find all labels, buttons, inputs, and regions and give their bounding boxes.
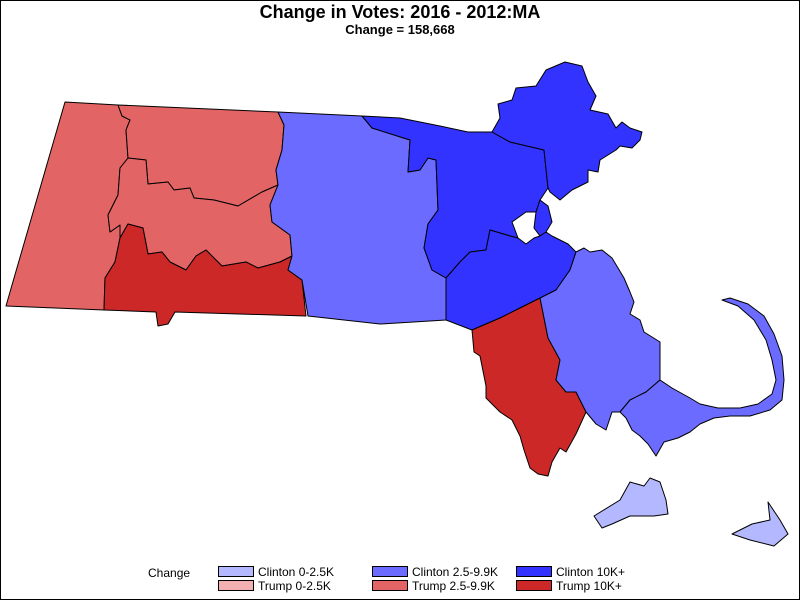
county-barnstable: Barnstable: [619, 297, 785, 457]
legend-swatch: [516, 580, 552, 591]
legend-item-clinton-mid: Clinton 2.5-9.9K: [372, 566, 498, 578]
county-plymouth: Plymouth: [539, 247, 661, 431]
county-nantucket: Nantucket: [731, 501, 789, 547]
county-essex: Essex: [491, 61, 643, 201]
legend-swatch: [218, 566, 254, 577]
legend-label: Trump 2.5-9.9K: [412, 579, 495, 593]
legend-label: Trump 10K+: [556, 579, 622, 593]
map-title: Change in Votes: 2016 - 2012:MA: [259, 2, 541, 22]
legend-label: Trump 0-2.5K: [258, 579, 331, 593]
legend-item-clinton-high: Clinton 10K+: [516, 566, 625, 578]
legend-swatch: [516, 566, 552, 577]
county-suffolk: Suffolk: [533, 199, 553, 237]
legend-swatch: [372, 580, 408, 591]
massachusetts-county-map: Berkshire Franklin Hampshire Hampden Wor…: [5, 61, 789, 547]
legend-item-clinton-low: Clinton 0-2.5K: [218, 566, 334, 578]
legend-item-trump-high: Trump 10K+: [516, 580, 622, 592]
county-hampden: Hampden: [103, 223, 307, 327]
legend-label: Clinton 2.5-9.9K: [412, 565, 499, 579]
legend-swatch: [218, 580, 254, 591]
map-subtitle: Change = 158,668: [345, 22, 455, 37]
county-dukes: Dukes: [593, 477, 669, 529]
legend-label: Clinton 10K+: [556, 565, 626, 579]
legend-item-trump-mid: Trump 2.5-9.9K: [372, 580, 495, 592]
legend-swatch: [372, 566, 408, 577]
legend-item-trump-low: Trump 0-2.5K: [218, 580, 331, 592]
legend-label: Clinton 0-2.5K: [258, 565, 335, 579]
legend-title: Change: [148, 566, 191, 580]
